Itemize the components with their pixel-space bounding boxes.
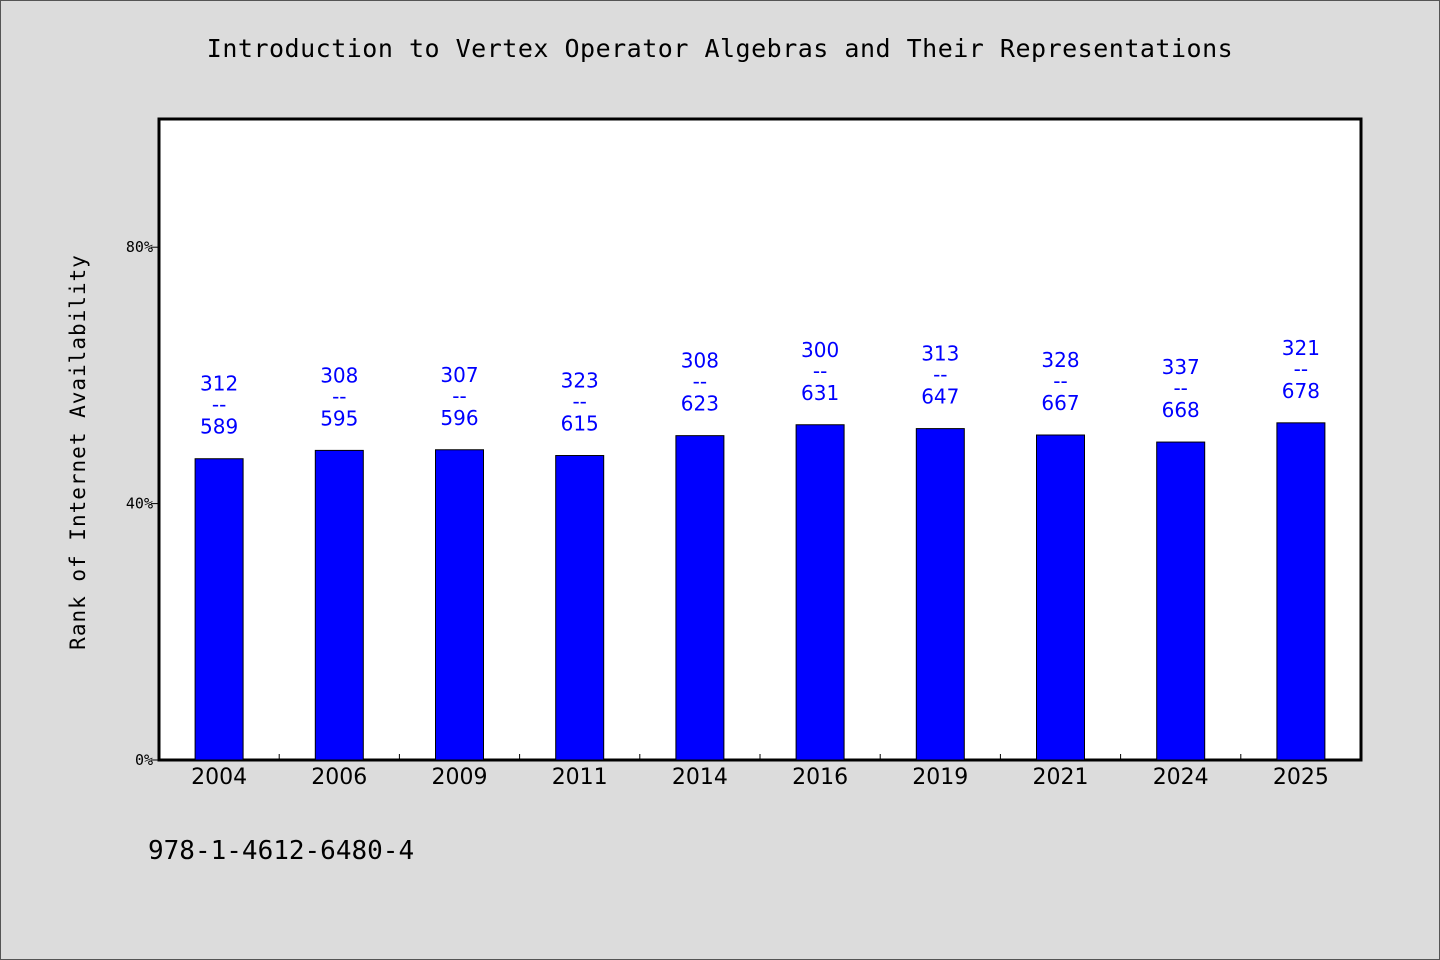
bar	[314, 449, 364, 761]
data-label-bottom: 668	[1162, 398, 1200, 422]
bar	[795, 424, 845, 761]
data-label-bottom: 678	[1282, 379, 1320, 403]
data-label-bottom: 615	[561, 412, 599, 436]
data-label-mid: --	[332, 384, 346, 408]
y-tick-label: 80%	[126, 238, 153, 256]
bar	[1156, 441, 1206, 761]
y-tick-label: 40%	[126, 495, 153, 513]
data-label-top: 328	[1041, 348, 1079, 372]
x-tick-label: 2019	[912, 765, 968, 790]
data-label-bottom: 623	[681, 392, 719, 416]
data-label-mid: --	[813, 359, 827, 383]
data-label-top: 313	[921, 342, 959, 366]
x-tick-label: 2016	[792, 765, 848, 790]
data-label-top: 321	[1282, 336, 1320, 360]
data-label-bottom: 595	[320, 406, 358, 430]
x-tick-label: 2006	[311, 765, 367, 790]
x-axis: 2004 2006 2009 2011 2014 2016 2019 2021 2024 2025	[191, 754, 1329, 790]
data-label-mid: --	[212, 393, 226, 417]
bars	[194, 422, 1326, 761]
bar	[555, 455, 605, 761]
bar	[194, 458, 244, 761]
data-label-bottom: 596	[440, 406, 478, 430]
x-tick-label: 2011	[552, 765, 608, 790]
x-tick-label: 2014	[672, 765, 728, 790]
bar	[915, 428, 965, 761]
y-tick-label: 0%	[135, 751, 153, 769]
x-tick-label: 2024	[1153, 765, 1209, 790]
data-label-top: 307	[440, 363, 478, 387]
x-tick-label: 2021	[1033, 765, 1089, 790]
data-label-mid: --	[1173, 376, 1187, 400]
y-axis: 0% 40% 80%	[126, 238, 159, 769]
x-tick-label: 2009	[432, 765, 488, 790]
data-label-bottom: 631	[801, 381, 839, 405]
data-label-mid: --	[693, 370, 707, 394]
bar	[1276, 422, 1326, 761]
x-tick-label: 2004	[191, 765, 247, 790]
data-labels: 312--589308--595307--596323--615308--623…	[200, 336, 1320, 439]
data-label-mid: --	[1294, 357, 1308, 381]
data-label-bottom: 647	[921, 385, 959, 409]
data-label-top: 312	[200, 372, 238, 396]
data-label-mid: --	[1053, 369, 1067, 393]
data-label-top: 337	[1162, 355, 1200, 379]
bar	[1036, 434, 1085, 761]
bar	[675, 435, 725, 761]
data-label-top: 308	[681, 349, 719, 373]
data-label-mid: --	[933, 363, 947, 387]
data-label-top: 323	[561, 369, 599, 393]
bar	[435, 449, 484, 761]
data-label-bottom: 589	[200, 415, 238, 439]
data-label-top: 308	[320, 363, 358, 387]
data-label-mid: --	[572, 390, 586, 414]
x-tick-label: 2025	[1273, 765, 1329, 790]
data-label-top: 300	[801, 338, 839, 362]
data-label-mid: --	[452, 384, 466, 408]
data-label-bottom: 667	[1041, 391, 1079, 415]
isbn-text: 978-1-4612-6480-4	[148, 836, 415, 866]
chart-title: Introduction to Vertex Operator Algebras…	[206, 34, 1234, 63]
